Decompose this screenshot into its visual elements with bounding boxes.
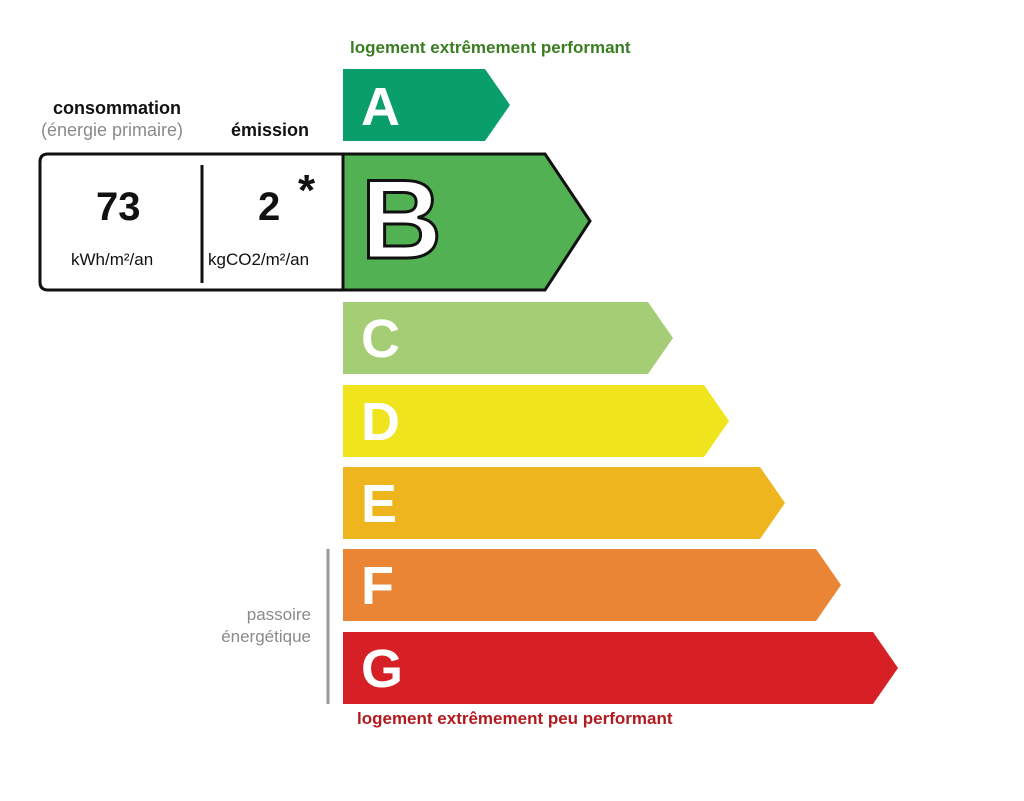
letter-g: G <box>361 639 404 699</box>
passoire-line2: énergétique <box>221 627 311 646</box>
emission-value: 2 <box>258 185 281 229</box>
consumption-unit: kWh/m²/an <box>71 250 154 269</box>
value-box <box>38 152 345 292</box>
bottom-caption: logement extrêmement peu performant <box>357 709 673 728</box>
emission-label: émission <box>231 120 310 140</box>
bar-e <box>343 467 785 539</box>
consumption-value: 73 <box>96 185 141 229</box>
letter-f: F <box>361 556 394 616</box>
passoire-label: passoire énergétique <box>221 604 311 648</box>
letter-a: A <box>361 77 400 137</box>
letter-d: D <box>361 392 400 452</box>
top-caption: logement extrêmement performant <box>350 38 631 57</box>
bar-b <box>341 152 592 292</box>
emission-unit: kgCO2/m²/an <box>208 250 310 269</box>
letter-b-current: B <box>360 157 444 282</box>
consumption-label: consommation <box>53 98 182 118</box>
bar-a <box>343 69 510 141</box>
bar-c <box>343 302 673 374</box>
bar-d <box>343 385 729 457</box>
letter-e: E <box>361 474 398 534</box>
consumption-sublabel: (énergie primaire) <box>41 120 184 140</box>
passoire-line1: passoire <box>246 605 311 624</box>
asterisk-marker: * <box>298 166 316 215</box>
bar-f <box>343 549 841 621</box>
letter-c: C <box>361 309 400 369</box>
bar-g <box>343 632 898 704</box>
